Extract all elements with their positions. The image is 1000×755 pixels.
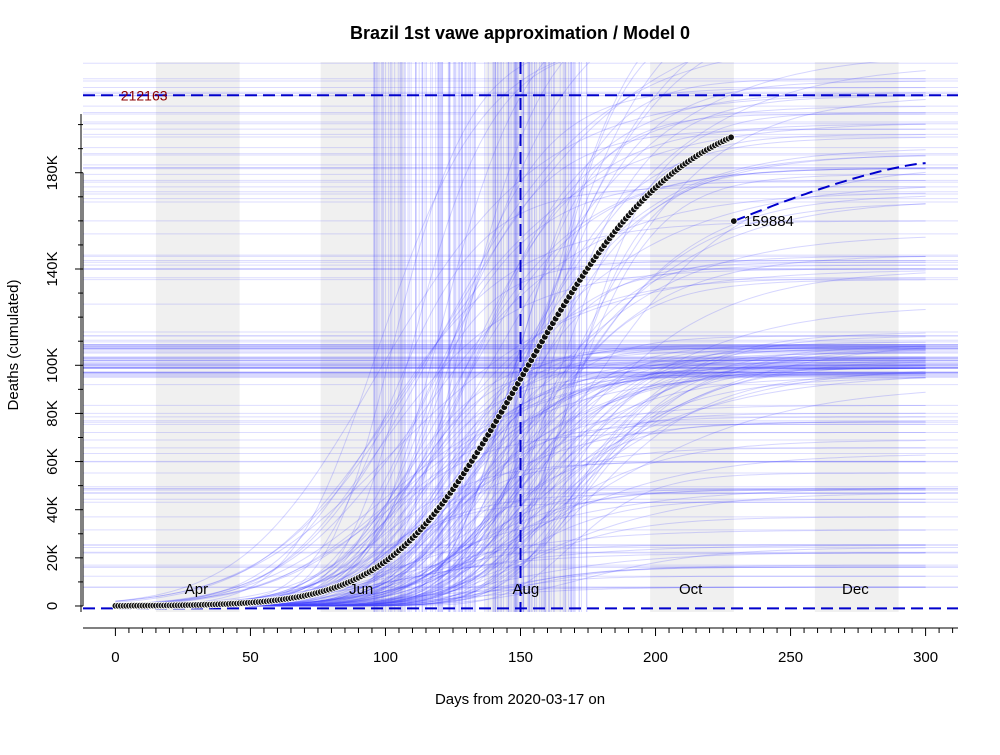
ensemble-curve: [115, 487, 926, 606]
annotation-labels: 212163 159884 Apr Jun Aug Oct Dec: [121, 87, 869, 598]
month-bands: [155, 62, 899, 612]
observed-points: [111, 133, 738, 610]
ensemble-curve: [115, 62, 881, 606]
reference-lines: [83, 62, 958, 612]
y-tick-label: 140K: [44, 251, 61, 286]
y-axis-label: Deaths (cumulated): [5, 280, 22, 411]
x-tick-label: 150: [508, 649, 533, 666]
x-tick-label: 50: [242, 649, 259, 666]
x-axis-label: Days from 2020-03-17 on: [435, 691, 605, 708]
month-label: Dec: [842, 581, 869, 598]
y-tick-label: 0: [44, 602, 61, 610]
y-tick-label: 20K: [44, 544, 61, 571]
x-tick-label: 200: [643, 649, 668, 666]
y-tick-label: 40K: [44, 496, 61, 523]
last-value-label: 159884: [744, 213, 794, 230]
month-label: Oct: [679, 581, 703, 598]
asymptote-label: 212163: [121, 87, 168, 103]
x-tick-label: 0: [111, 649, 119, 666]
month-band: [485, 62, 570, 612]
month-label: Aug: [513, 581, 540, 598]
x-tick-label: 100: [373, 649, 398, 666]
month-band: [155, 62, 240, 612]
month-label: Jun: [349, 581, 373, 598]
ensemble-curve: [115, 123, 926, 603]
y-tick-label: 60K: [44, 448, 61, 475]
y-tick-label: 100K: [44, 348, 61, 383]
month-band: [320, 62, 405, 612]
y-tick-label: 80K: [44, 400, 61, 427]
fit-curve: [733, 162, 926, 223]
month-band: [814, 62, 899, 612]
axes: 0 50 100 150 200 250 300 0 20K 40K 60K 80K 100K 140K 1…: [44, 114, 958, 666]
y-tick-label: 180K: [44, 155, 61, 190]
ensemble-curve: [115, 62, 723, 605]
month-label: Apr: [185, 581, 208, 598]
month-band: [650, 62, 734, 612]
x-tick-label: 250: [778, 649, 803, 666]
chart-title: Brazil 1st vawe approximation / Model 0: [350, 23, 690, 43]
ensemble-curve: [115, 270, 926, 602]
x-tick-label: 300: [913, 649, 938, 666]
observed-point: [727, 133, 735, 141]
observed-point: [730, 217, 738, 225]
fit-extension-line: [733, 162, 926, 223]
